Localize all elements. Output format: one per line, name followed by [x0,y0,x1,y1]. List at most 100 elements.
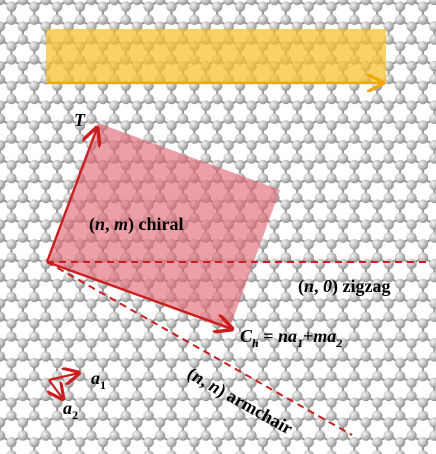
lattice-atom [40,113,51,125]
lattice-atom [154,430,166,441]
lattice-atom [63,100,74,111]
lattice-atom [86,390,97,402]
lattice-atom [303,159,314,171]
lattice-atom [177,430,189,441]
lattice-atom [394,239,406,250]
lattice-atom [406,113,417,125]
lattice-atom [383,192,394,204]
lattice-atom [0,417,6,428]
lattice-atom [417,331,429,342]
lattice-atom [0,74,6,85]
lattice-atom [6,437,17,448]
lattice-atom [120,14,131,25]
lattice-atom [303,371,314,382]
lattice-atom [394,173,406,184]
lattice-atom [63,377,74,388]
lattice-atom [51,410,63,421]
lattice-atom [51,291,63,303]
lattice-atom [0,21,6,32]
lattice-atom [97,318,109,329]
lattice-atom [417,120,429,131]
lattice-atom [86,351,97,362]
lattice-atom [211,331,223,342]
lattice-atom [303,1,314,12]
lattice-atom [429,113,436,124]
lattice-atom [269,272,280,283]
lattice-atom [51,93,63,105]
lattice-atom [223,0,234,6]
lattice-atom [6,291,17,303]
lattice-atom [394,410,406,421]
lattice-atom [143,371,154,382]
lattice-atom [303,14,314,25]
lattice-atom [166,450,177,454]
lattice-atom [189,14,200,25]
lattice-atom [154,377,166,388]
lattice-atom [29,120,40,131]
lattice-atom [131,417,143,428]
zigzag-region [46,29,386,83]
lattice-atom [406,430,417,441]
lattice-atom [360,311,372,322]
lattice-atom [29,14,40,25]
ch-label: Ch = na1+ma2 [240,326,342,350]
lattice-atom [349,173,360,184]
lattice-atom [372,291,383,303]
lattice-atom [17,0,29,6]
lattice-atom [257,278,269,289]
lattice-atom [177,311,189,322]
lattice-atom [246,311,257,322]
lattice-atom [257,371,269,382]
lattice-atom [17,232,29,243]
lattice-atom [166,437,177,448]
lattice-atom [417,239,429,250]
lattice-atom [120,437,131,448]
lattice-atom [280,212,291,223]
lattice-atom [303,357,314,369]
lattice-atom [280,371,291,382]
lattice-atom [29,159,40,171]
lattice-atom [303,437,314,448]
lattice-atom [86,377,97,388]
lattice-atom [189,1,200,12]
lattice-atom [29,239,40,250]
lattice-atom [97,371,109,382]
lattice-atom [17,351,29,362]
lattice-atom [143,318,154,329]
lattice-atom [74,291,86,303]
lattice-atom [0,258,6,270]
lattice-atom [0,140,6,151]
lattice-atom [280,199,291,210]
lattice-atom [29,93,40,105]
lattice-atom [246,430,257,441]
lattice-atom [51,133,63,144]
lattice-atom [143,14,154,25]
lattice-atom [246,140,257,151]
lattice-atom [51,14,63,25]
lattice-atom [417,133,429,144]
lattice-atom [372,159,383,171]
lattice-atom [29,54,40,65]
lattice-atom [326,93,337,105]
lattice-atom [29,199,40,210]
lattice-atom [177,377,189,388]
lattice-atom [406,0,417,6]
lattice-atom [337,390,349,402]
lattice-atom [131,338,143,349]
lattice-atom [40,417,51,428]
lattice-atom [131,100,143,111]
lattice-atom [406,338,417,349]
lattice-atom [406,60,417,72]
lattice-atom [349,120,360,131]
lattice-atom [429,258,436,270]
lattice-atom [120,397,131,408]
lattice-atom [29,410,40,421]
lattice-atom [234,93,246,105]
lattice-atom [40,140,51,151]
lattice-atom [372,239,383,250]
lattice-atom [29,331,40,342]
lattice-atom [292,298,303,309]
lattice-atom [257,450,268,454]
lattice-atom [29,252,40,263]
